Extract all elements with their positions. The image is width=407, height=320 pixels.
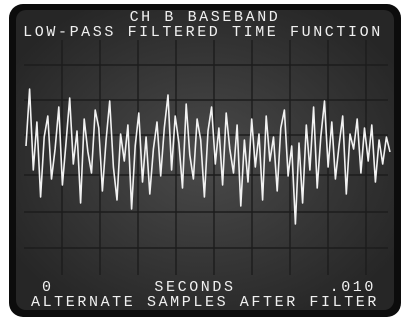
x-tick-label: 0: [42, 279, 54, 296]
x-axis-label: SECONDS: [154, 279, 235, 296]
x-tick-label: .010: [330, 279, 376, 296]
chart-title: CH B BASEBAND: [130, 9, 281, 26]
graticule: [24, 40, 388, 275]
chart-subtitle: LOW-PASS FILTERED TIME FUNCTION: [23, 24, 383, 41]
caption: ALTERNATE SAMPLES AFTER FILTER: [31, 294, 379, 311]
screen: [16, 10, 394, 310]
signal-trace: [25, 88, 391, 225]
